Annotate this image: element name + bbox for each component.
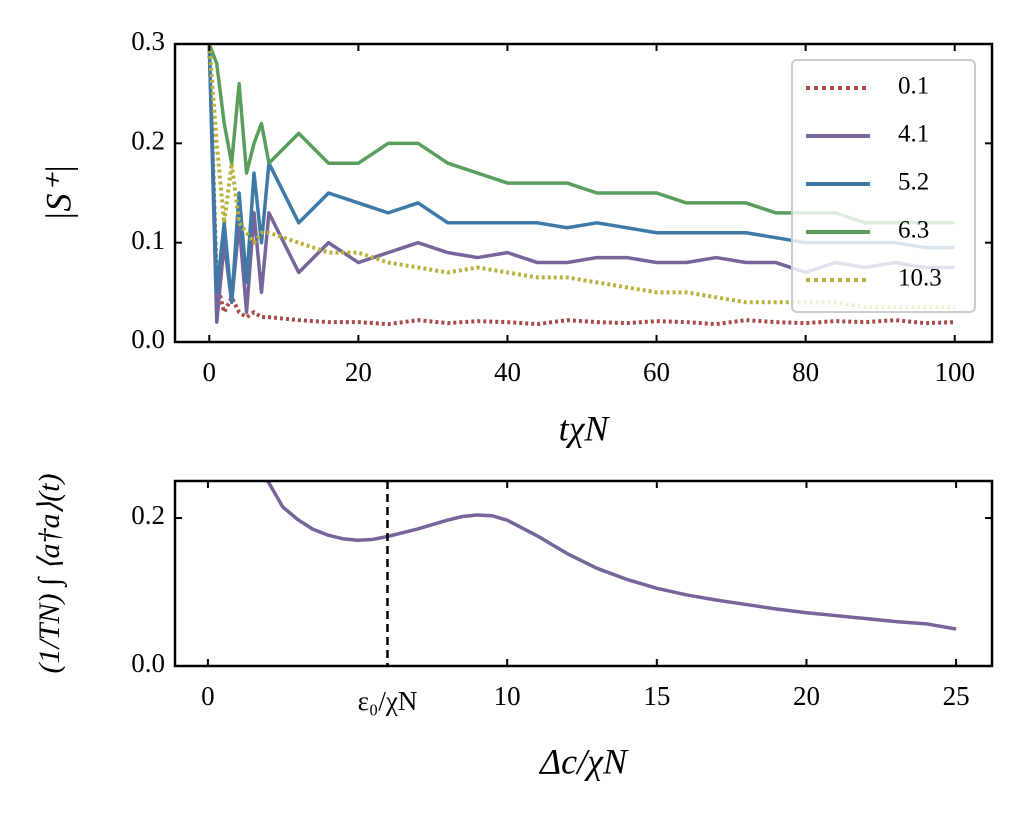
x-axis-label: tχN — [559, 408, 611, 448]
data-line — [207, 44, 955, 327]
x-tick-label: 15 — [643, 681, 670, 711]
plot-lines — [266, 481, 957, 631]
legend: 0.1 4.1 5.2 6.3 10.3 — [791, 59, 976, 313]
x-tick-label: 0 — [203, 357, 217, 387]
legend-label: 5.2 — [898, 169, 929, 196]
legend-label: 6.3 — [898, 217, 929, 244]
legend-label: 0.1 — [898, 73, 929, 100]
annotation: ε₀/χN — [358, 686, 418, 716]
x-axis-label: Δc/χN — [538, 741, 629, 781]
y-tick-label: 0.2 — [131, 500, 165, 530]
x-tick-label: 40 — [494, 357, 521, 387]
x-tick-label: 80 — [792, 357, 819, 387]
y-tick-label: 0.0 — [131, 648, 165, 678]
y-axis-label: (1/TN) ∫ ⟨a†a⟩(t) — [33, 474, 68, 674]
x-tick-label: 0 — [201, 681, 215, 711]
x-tick-label: 20 — [345, 357, 372, 387]
x-tick-label: 20 — [793, 681, 820, 711]
y-tick-label: 0.2 — [131, 126, 165, 156]
data-line — [266, 481, 957, 631]
y-tick-label: 0.3 — [131, 26, 165, 56]
plot-frame — [173, 42, 994, 344]
x-tick-label: 100 — [934, 357, 975, 387]
y-tick-label: 0.0 — [131, 324, 165, 354]
plot-frame — [173, 479, 994, 668]
legend-label: 10.3 — [898, 265, 942, 292]
x-tick-label: 10 — [494, 681, 521, 711]
y-axis-label: |S⁺| — [38, 165, 78, 222]
legend-frame — [791, 59, 976, 313]
x-tick-label: 25 — [943, 681, 970, 711]
y-tick-label: 0.1 — [131, 225, 165, 255]
x-tick-label: 60 — [643, 357, 670, 387]
legend-label: 4.1 — [898, 121, 929, 148]
